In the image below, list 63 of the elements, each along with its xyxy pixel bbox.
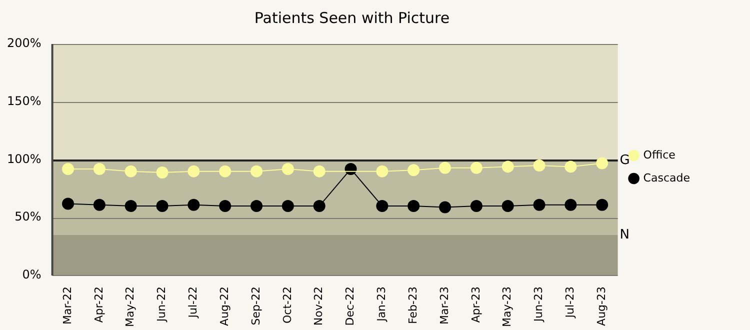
y-tick-label: 0% <box>22 268 42 282</box>
point <box>439 201 452 214</box>
point <box>344 163 357 176</box>
point <box>502 200 514 212</box>
point <box>313 200 326 212</box>
x-tick-label: Mar-22 <box>60 286 74 325</box>
x-tick-label: Aug-23 <box>594 286 608 326</box>
point <box>596 157 608 170</box>
point <box>250 200 263 212</box>
x-tick-label: Feb-23 <box>406 286 420 324</box>
x-tick-label: Apr-22 <box>92 286 106 323</box>
x-tick-label: Sep-22 <box>249 286 262 326</box>
point <box>282 200 294 212</box>
point <box>533 160 546 172</box>
x-tick-label: Nov-22 <box>312 286 326 326</box>
x-tick-label: Jun-22 <box>155 286 168 323</box>
point <box>124 165 137 178</box>
legend-label: Office <box>643 148 676 162</box>
legend-label: Cascade <box>643 171 690 184</box>
point <box>408 164 420 176</box>
point <box>93 163 106 176</box>
x-tick-label: Aug-22 <box>218 286 231 326</box>
x-tick-label: Dec-22 <box>344 286 357 326</box>
point <box>564 198 577 211</box>
ref-line-label: G <box>620 152 630 168</box>
x-tick-label: Jan-23 <box>375 286 388 322</box>
point <box>250 165 263 178</box>
band-label: N <box>620 227 630 242</box>
point <box>156 200 168 212</box>
x-tick-label: Oct-22 <box>280 286 294 324</box>
point <box>376 200 388 212</box>
point <box>502 160 514 173</box>
x-tick-label: Apr-23 <box>469 286 482 323</box>
y-tick-label: 200% <box>6 36 42 50</box>
point <box>62 198 74 210</box>
point <box>156 166 168 178</box>
point <box>219 200 232 212</box>
y-tick-label: 50% <box>14 210 42 224</box>
point <box>282 163 294 176</box>
x-tick-label: May-23 <box>500 286 514 327</box>
point <box>596 198 608 211</box>
x-tick-label: Jul-23 <box>564 286 577 319</box>
y-tick-label: 100% <box>6 152 42 166</box>
x-tick-label: May-22 <box>124 286 137 327</box>
point <box>313 165 326 178</box>
point <box>439 162 452 174</box>
point <box>470 162 482 174</box>
chart-title: Patients Seen with Picture <box>254 8 450 27</box>
point <box>564 160 577 173</box>
y-tick-label: 150% <box>6 94 42 108</box>
point <box>62 163 74 176</box>
point <box>470 200 482 212</box>
x-tick-label: Jun-23 <box>532 286 546 323</box>
point <box>124 200 137 212</box>
x-tick-label: Mar-23 <box>438 286 451 325</box>
point <box>93 198 106 211</box>
point <box>376 165 388 178</box>
point <box>408 200 420 212</box>
x-tick-label: Jul-22 <box>186 286 200 319</box>
point <box>188 165 200 178</box>
point <box>188 198 200 211</box>
point <box>533 198 546 211</box>
point <box>219 165 232 178</box>
